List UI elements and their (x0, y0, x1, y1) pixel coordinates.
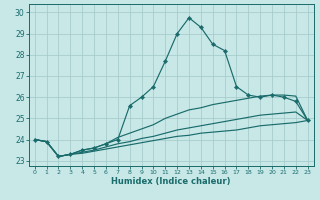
X-axis label: Humidex (Indice chaleur): Humidex (Indice chaleur) (111, 177, 231, 186)
